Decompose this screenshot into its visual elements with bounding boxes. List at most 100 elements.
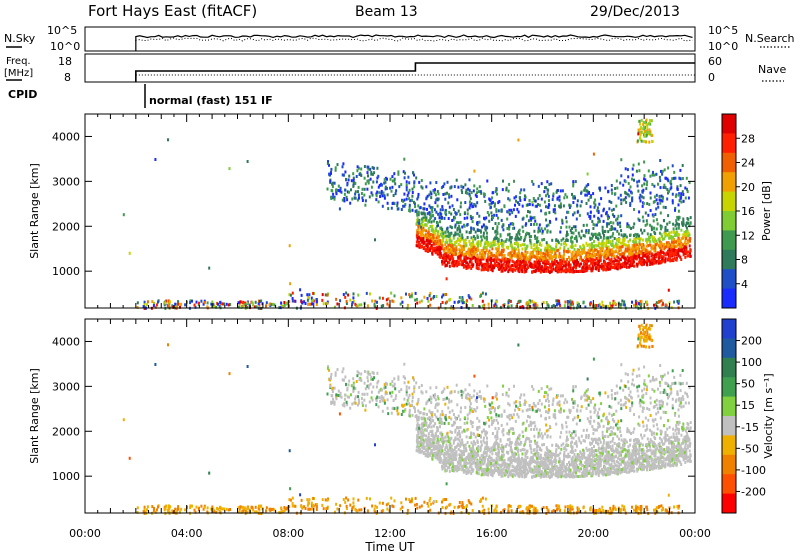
- echo-cell: [496, 225, 499, 229]
- echo-cell: [542, 261, 545, 265]
- echo-cell: [631, 249, 634, 253]
- echo-cell: [507, 246, 510, 250]
- echo-cell: [371, 193, 374, 197]
- echo-cell: [470, 261, 473, 265]
- echo-cell: [595, 236, 598, 239]
- echo-cell: [377, 174, 380, 178]
- echo-cell: [423, 228, 426, 232]
- echo-cell: [189, 301, 192, 305]
- echo-cell: [518, 232, 521, 236]
- echo-cell: [630, 259, 633, 263]
- echo-cell: [586, 244, 589, 247]
- echo-cell: [651, 235, 654, 239]
- echo-cell: [598, 202, 601, 206]
- echo-cell: [428, 294, 431, 298]
- echo-cell: [491, 452, 494, 456]
- nsky-panel: N.Sky 10^5 10^0 10^5 10^0 N.Search: [4, 24, 795, 53]
- echo-cell: [685, 176, 688, 180]
- echo-cell: [385, 298, 388, 302]
- echo-cell: [572, 266, 575, 270]
- echo-cell: [652, 219, 655, 223]
- echo-cell: [436, 451, 438, 455]
- echo-cell: [423, 246, 426, 250]
- echo-cell: [461, 296, 464, 300]
- echo-cell: [594, 261, 597, 265]
- echo-cell: [245, 305, 247, 309]
- echo-cell: [476, 221, 479, 224]
- echo-cell: [547, 267, 549, 271]
- echo-cell: [491, 247, 494, 251]
- echo-cell: [557, 241, 560, 245]
- echo-cell: [689, 221, 692, 225]
- echo-cell: [505, 188, 508, 192]
- echo-cell: [459, 205, 462, 209]
- echo-cell: [435, 181, 438, 184]
- echo-cell: [425, 248, 428, 251]
- echo-cell: [356, 165, 359, 169]
- echo-cell: [611, 444, 614, 448]
- echo-cell: [610, 184, 613, 187]
- echo-cell: [426, 244, 428, 248]
- echo-cell: [637, 128, 640, 132]
- echo-cell: [409, 199, 412, 203]
- echo-cell: [674, 223, 677, 227]
- echo-cell: [441, 295, 443, 299]
- echo-cell: [445, 293, 448, 296]
- echo-cell: [665, 241, 668, 245]
- echo-cell: [487, 253, 489, 257]
- echo-cell: [497, 237, 500, 241]
- colorbar-swatch: [722, 288, 736, 309]
- echo-cell: [384, 187, 387, 191]
- echo-cell: [523, 194, 526, 198]
- echo-cell: [489, 265, 492, 268]
- echo-cell: [543, 190, 546, 194]
- echo-cell: [621, 470, 624, 474]
- echo-cell: [663, 237, 666, 241]
- echo-cell: [420, 426, 423, 430]
- echo-cell: [638, 456, 640, 460]
- echo-cell: [633, 303, 635, 307]
- echo-cell: [378, 296, 381, 300]
- echo-cell: [685, 226, 688, 230]
- echo-cell: [607, 217, 609, 221]
- echo-cell: [569, 229, 572, 232]
- echo-cell: [514, 268, 517, 272]
- echo-cell: [455, 178, 458, 182]
- echo-cell: [470, 251, 473, 254]
- echo-cell: [681, 164, 684, 167]
- echo-cell: [447, 235, 450, 239]
- echo-cell: [664, 234, 667, 238]
- echo-cell: [502, 223, 505, 227]
- echo-cell: [526, 203, 529, 207]
- echo-cell: [671, 192, 674, 196]
- echo-cell: [644, 253, 647, 257]
- echo-cell: [626, 430, 629, 434]
- echo-cell: [307, 302, 310, 306]
- echo-cell: [526, 251, 529, 254]
- echo-cell: [612, 221, 615, 225]
- echo-cell: [593, 304, 596, 308]
- echo-cell: [576, 252, 579, 256]
- echo-cell: [516, 254, 519, 258]
- echo-cell: [450, 253, 453, 257]
- echo-cell: [475, 250, 478, 254]
- echo-cell: [452, 260, 454, 264]
- echo-cell: [572, 180, 575, 184]
- echo-cell: [530, 242, 533, 246]
- echo-cell: [476, 211, 479, 215]
- echo-cell: [577, 231, 580, 235]
- echo-cell: [627, 181, 630, 185]
- echo-cell: [653, 254, 656, 258]
- echo-cell: [425, 224, 428, 227]
- echo-cell: [408, 203, 411, 207]
- echo-cell: [551, 250, 554, 254]
- echo-cell: [184, 303, 187, 307]
- freq-panel: Freq. [MHz] 18 8 60 0 Nave: [4, 53, 786, 84]
- echo-cell: [502, 228, 505, 232]
- echo-cell: [358, 303, 361, 307]
- echo-cell: [627, 256, 630, 260]
- echo-cell: [667, 179, 670, 183]
- echo-cell: [517, 236, 519, 240]
- echo-cell: [595, 304, 598, 307]
- echo-cell: [632, 259, 635, 263]
